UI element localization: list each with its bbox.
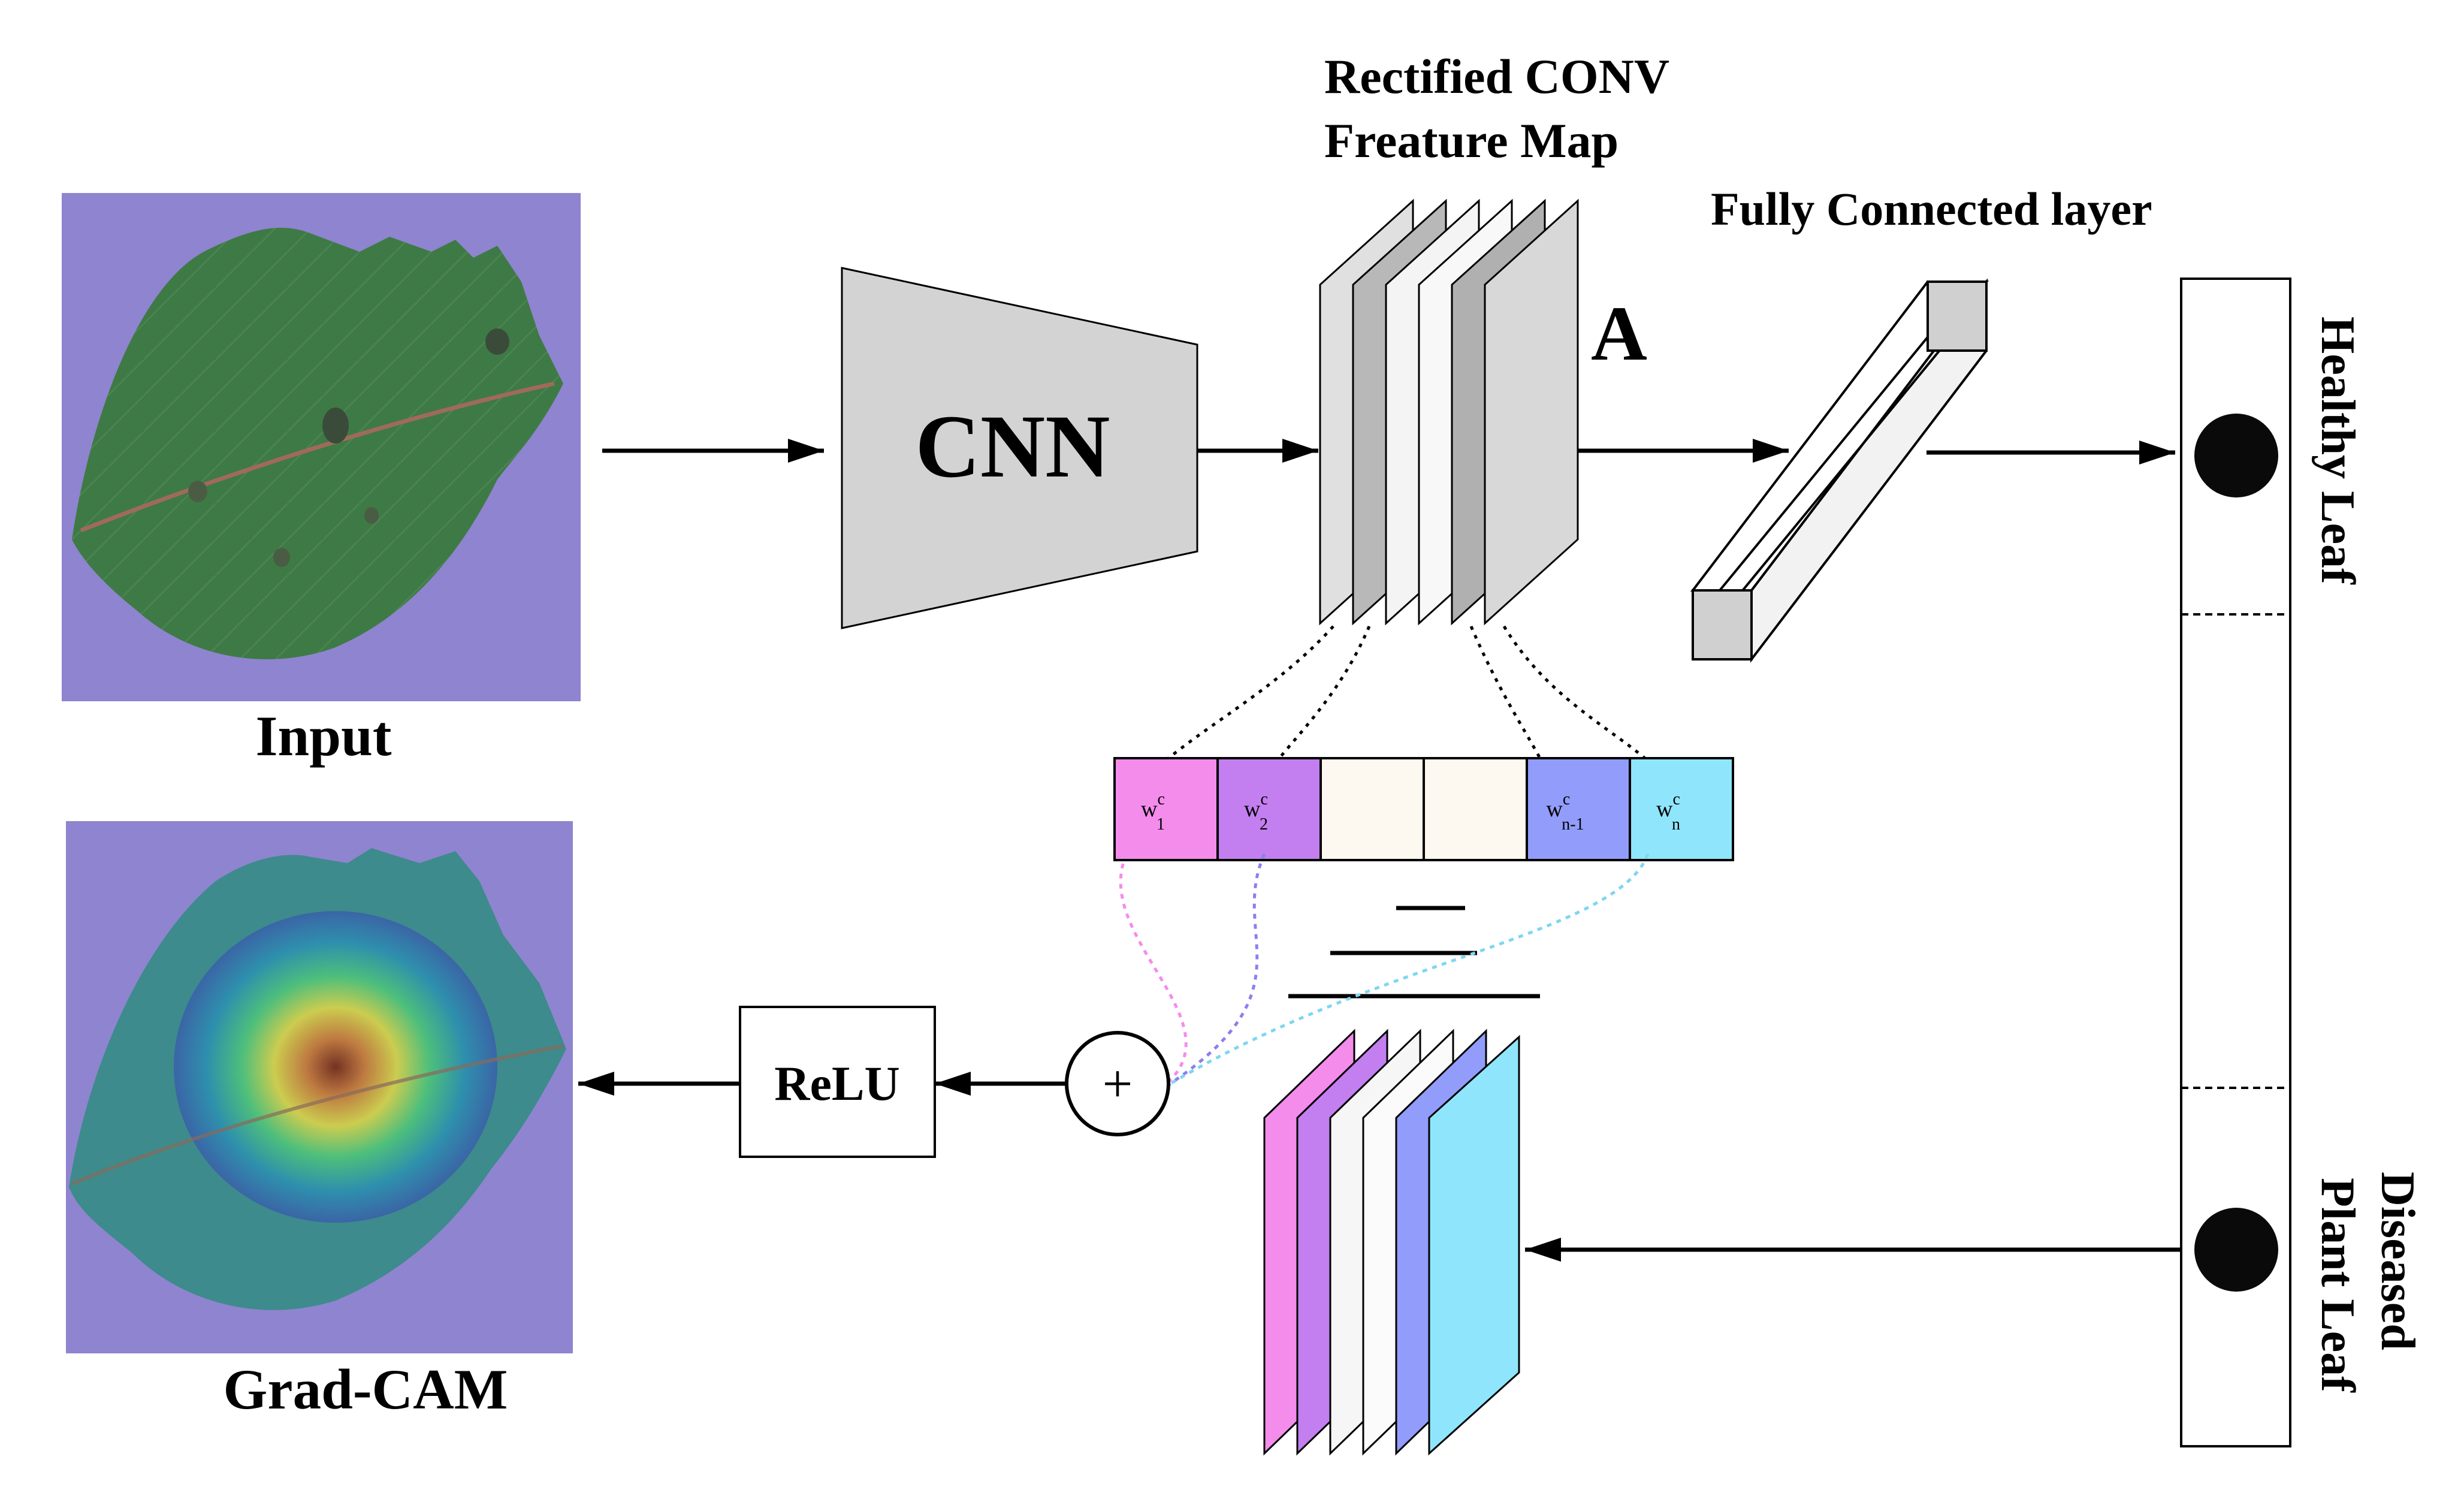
feature-map-layer xyxy=(1484,198,1579,626)
equals-bars xyxy=(1288,906,1540,999)
input-leaf-spot xyxy=(273,548,290,567)
weight-cell-box xyxy=(1629,757,1734,861)
diseased-label-line2: Plant Leaf xyxy=(2311,1178,2364,1393)
output-column xyxy=(2180,278,2291,1447)
healthy-leaf-label: Healthy Leaf xyxy=(2311,316,2364,585)
input-leaf-spot xyxy=(485,328,509,355)
weight-cell: wc n-1 xyxy=(1526,757,1631,861)
weight-cell-label: wc 1 xyxy=(1141,790,1165,834)
input-image xyxy=(62,193,581,701)
weight-cell-box xyxy=(1319,757,1425,861)
weight-cell: wc 1 xyxy=(1113,757,1219,861)
fully-connected-label: Fully Connected layer xyxy=(1711,183,2152,235)
input-leaf-midrib xyxy=(80,381,555,533)
weights-row: wc 1 wc 2 wc n-1 wc n xyxy=(1113,757,1734,861)
weight-cell-box xyxy=(1526,757,1631,861)
relu-box xyxy=(739,1006,936,1158)
input-leaf-spot xyxy=(364,507,379,524)
input-leaf-spot xyxy=(322,408,349,444)
gradcam-heatmap xyxy=(174,911,497,1223)
weight-cell-box xyxy=(1423,757,1528,861)
cnn-block xyxy=(841,267,1198,629)
input-label: Input xyxy=(255,704,391,768)
input-leaf-texture xyxy=(72,228,563,659)
diseased-output-node xyxy=(2194,1208,2278,1292)
weight-cell-label: wc n xyxy=(1656,790,1680,834)
weight-cell xyxy=(1319,757,1425,861)
feature-map-stack xyxy=(1319,198,1579,626)
healthy-output-node xyxy=(2194,414,2278,497)
weight-cell: wc n xyxy=(1629,757,1734,861)
weight-cell-box xyxy=(1216,757,1322,861)
gradient-feature-stack xyxy=(1263,1029,1520,1456)
diseased-label-line1: Diseased xyxy=(2371,1172,2424,1350)
feature-map-title-line2: Freature Map xyxy=(1324,113,1618,168)
weight-cell-label: wc 2 xyxy=(1244,790,1268,834)
relu-label: ReLU xyxy=(774,1056,900,1111)
fully-connected-bar xyxy=(1690,278,1989,663)
feature-to-weight-connectors xyxy=(1167,625,1646,759)
weight-cell: wc 2 xyxy=(1216,757,1322,861)
gradient-layer xyxy=(1428,1035,1520,1456)
gradcam-label: Grad-CAM xyxy=(224,1358,508,1421)
gradcam-leaf-midrib xyxy=(71,1044,564,1186)
sum-symbol: + xyxy=(1103,1054,1133,1114)
input-leaf-spot xyxy=(188,481,207,502)
cnn-label: CNN xyxy=(916,397,1110,496)
weight-cell xyxy=(1423,757,1528,861)
weight-cell-box xyxy=(1113,757,1219,861)
weight-cell-label: wc n-1 xyxy=(1546,790,1584,834)
weight-to-sum-connectors xyxy=(1119,853,1650,1087)
gradcam-image xyxy=(66,821,573,1353)
feature-map-title-line1: Rectified CONV xyxy=(1324,49,1669,104)
feature-map-symbol: A xyxy=(1591,291,1647,377)
